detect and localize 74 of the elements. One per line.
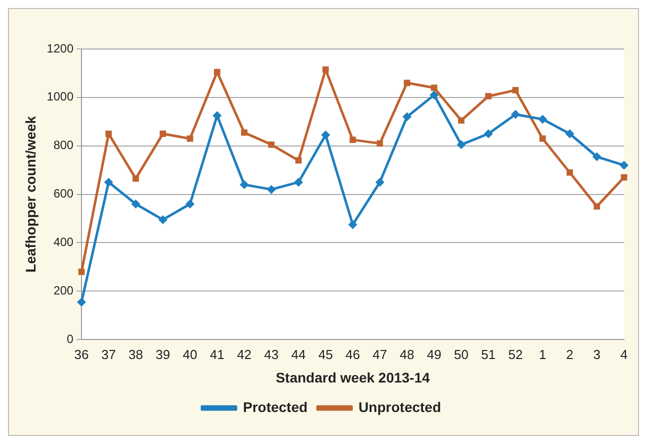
x-tick-label: 43: [264, 346, 279, 362]
x-tick-label: 42: [237, 346, 252, 362]
point: [76, 298, 86, 307]
point: [241, 129, 248, 136]
point: [350, 136, 356, 143]
point: [592, 152, 602, 162]
x-tick-label: 47: [372, 346, 388, 362]
point: [348, 220, 358, 230]
x-tick-label: 41: [210, 346, 224, 362]
point: [131, 199, 140, 208]
x-tick-label: 38: [128, 346, 143, 362]
point: [565, 129, 574, 138]
point: [321, 130, 330, 140]
x-tick-label: 45: [318, 346, 333, 362]
point: [186, 135, 194, 142]
x-tick-label: 48: [400, 346, 414, 362]
x-axis-title: Standard week 2013-14: [276, 369, 430, 386]
point: [240, 180, 249, 190]
x-tick-label: 3: [593, 346, 600, 362]
point: [376, 140, 384, 147]
point: [620, 174, 628, 181]
point: [105, 130, 112, 137]
point: [539, 135, 546, 142]
y-tick-label: 200: [53, 283, 74, 298]
y-tick-label: 600: [53, 186, 74, 201]
x-tick-label: 46: [346, 346, 360, 362]
x-tick-label: 1: [539, 346, 546, 362]
point: [458, 117, 464, 124]
x-tick-label: 36: [74, 346, 89, 362]
point: [294, 178, 303, 187]
y-tick-label: 800: [53, 138, 74, 152]
point: [430, 90, 439, 100]
point: [485, 93, 492, 100]
point: [430, 84, 438, 91]
point: [566, 169, 573, 176]
y-tick-label: 1200: [46, 41, 74, 56]
point: [160, 130, 166, 137]
point: [132, 175, 139, 182]
y-axis-title: Leafhopper count/week: [22, 116, 38, 272]
point: [620, 160, 628, 170]
point: [266, 184, 276, 194]
point: [538, 114, 548, 124]
x-tick-label: 37: [101, 346, 116, 362]
x-tick-label: 39: [156, 346, 170, 362]
point: [295, 157, 302, 164]
x-tick-label: 49: [426, 346, 442, 362]
point: [402, 112, 412, 122]
point: [375, 178, 384, 187]
point: [158, 215, 168, 224]
point: [214, 68, 220, 76]
x-tick-label: 4: [620, 346, 628, 362]
x-tick-label: 50: [454, 346, 468, 362]
point: [511, 110, 520, 119]
y-tick-label: 1000: [46, 90, 74, 104]
y-tick-label: 400: [53, 235, 74, 250]
x-tick-label: 51: [481, 346, 496, 362]
point: [456, 140, 466, 150]
point: [512, 86, 519, 94]
point: [185, 199, 194, 208]
legend-label: Unprotected: [358, 398, 442, 415]
x-tick-label: 40: [182, 346, 198, 362]
point: [484, 129, 493, 138]
point: [78, 268, 85, 275]
point: [322, 66, 329, 73]
point: [268, 141, 275, 148]
point: [594, 203, 600, 210]
y-tick-label: 0: [66, 332, 74, 346]
x-tick-label: 2: [566, 346, 574, 362]
point: [404, 80, 410, 86]
legend-label: Protected: [242, 398, 308, 415]
point: [104, 178, 114, 187]
x-tick-label: 44: [291, 346, 306, 362]
point: [212, 111, 222, 120]
x-tick-label: 52: [508, 346, 523, 362]
